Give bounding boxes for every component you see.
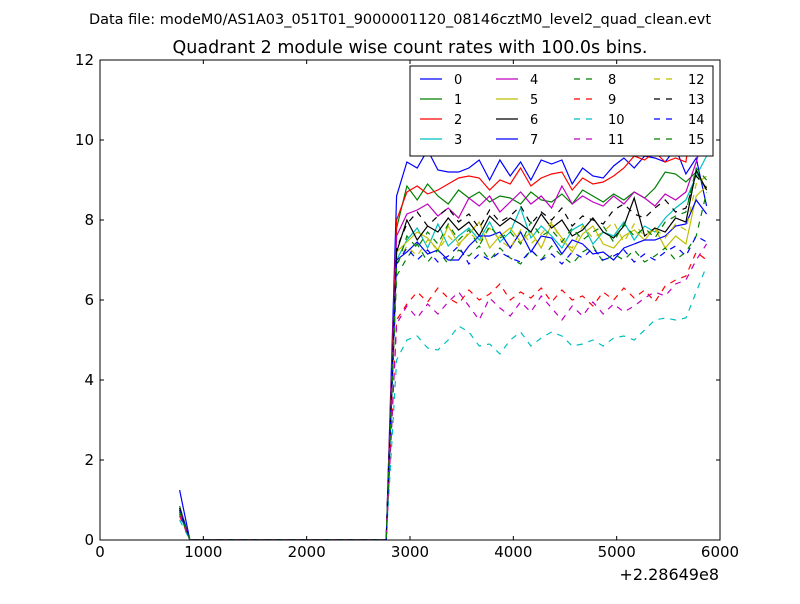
legend-label-3: 3 [454,133,462,148]
y-tick-label: 8 [84,211,94,229]
series-line-3 [179,155,708,540]
legend-label-0: 0 [454,73,462,88]
series-line-0 [179,146,708,540]
y-tick-label: 4 [84,371,94,389]
series-line-4 [179,127,708,540]
series-line-9 [179,251,707,540]
y-tick-label: 6 [84,291,94,309]
legend-label-11: 11 [608,133,625,148]
y-tick-label: 0 [84,531,94,549]
y-tick-label: 2 [84,451,94,469]
x-tick-label: 2000 [288,543,326,561]
series-line-2 [179,85,708,540]
chart-title: Quadrant 2 module wise count rates with … [173,38,648,58]
legend-label-7: 7 [530,133,538,148]
x-tick-label: 5000 [598,543,636,561]
series-line-5 [179,185,708,540]
series-line-6 [179,168,708,540]
series-line-14 [179,235,707,540]
x-tick-label: 3000 [391,543,429,561]
x-offset-label: +2.28649e8 [619,565,719,584]
y-tick-label: 10 [75,131,94,149]
series-line-15 [179,166,708,540]
x-tick-label: 4000 [494,543,532,561]
legend-label-4: 4 [530,73,538,88]
legend-label-1: 1 [454,93,462,108]
chart-suptitle: Data file: modeM0/AS1A03_051T01_90000011… [89,12,711,28]
legend-label-2: 2 [454,113,462,128]
series-line-11 [179,243,708,540]
legend-label-6: 6 [530,113,538,128]
x-tick-label: 0 [95,543,105,561]
legend-label-5: 5 [530,93,538,108]
x-tick-label: 6000 [701,543,739,561]
series-line-12 [179,175,707,540]
legend-label-8: 8 [608,73,616,88]
legend-label-9: 9 [608,93,616,108]
series-line-13 [179,174,708,540]
series-line-8 [179,191,708,540]
legend-label-15: 15 [688,133,705,148]
legend-label-12: 12 [688,73,705,88]
series-line-7 [179,198,708,540]
legend-label-13: 13 [688,93,705,108]
legend-label-10: 10 [608,113,625,128]
x-tick-label: 1000 [184,543,222,561]
y-tick-label: 12 [75,51,94,69]
legend-label-14: 14 [688,113,705,128]
series-line-1 [179,171,708,540]
legend-box [409,65,714,157]
